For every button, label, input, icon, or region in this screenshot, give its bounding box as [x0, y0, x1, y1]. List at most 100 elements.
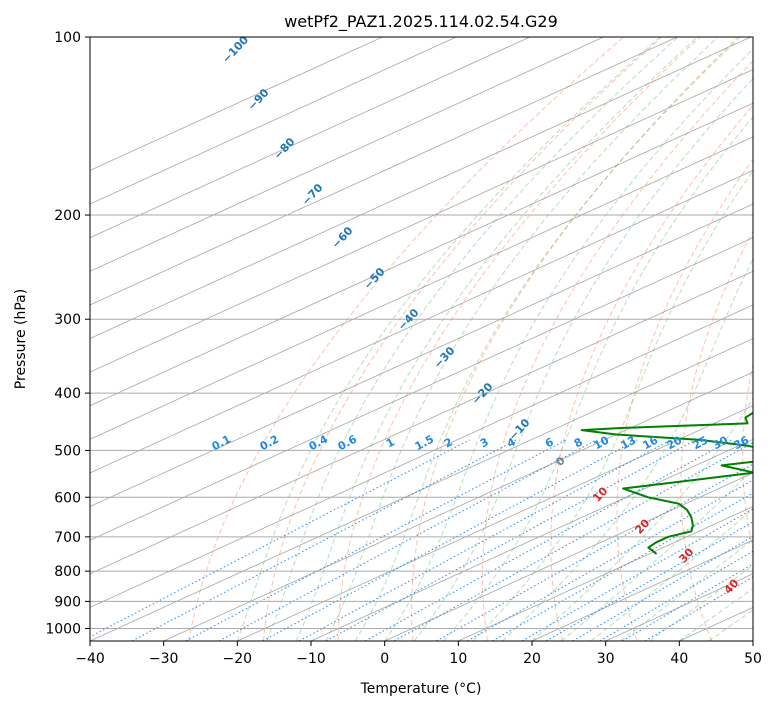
mixing-ratio-line	[599, 550, 753, 641]
inline-reference-labels: −100−90−80−70−60−50−40−30−20−10010203040…	[210, 33, 752, 596]
moist-adiabat	[443, 116, 753, 641]
isotherm	[90, 69, 753, 373]
isotherm	[90, 170, 753, 474]
dry-adiabat	[680, 230, 753, 641]
mixing-ratio-label: 25	[691, 434, 711, 453]
isotherm	[90, 37, 678, 306]
x-tick-label: 0	[380, 651, 389, 667]
mixing-ratio-label: 16	[641, 433, 661, 452]
isotherm-label-warm: 20	[632, 516, 652, 536]
chart-title: wetPf2_PAZ1.2025.114.02.54.G29	[284, 12, 558, 32]
isotherm	[310, 438, 753, 641]
dry-adiabat	[263, 37, 663, 641]
x-tick-label: −40	[75, 651, 105, 667]
y-tick-label: 500	[54, 443, 81, 459]
mixing-ratio-line	[467, 479, 753, 641]
mixing-ratio-line	[521, 508, 753, 641]
mixing-ratio-label: 36	[732, 433, 752, 452]
y-tick-label: 900	[54, 594, 81, 610]
isotherm	[679, 606, 753, 641]
moist-adiabat	[472, 170, 753, 641]
y-axis-ticks: 100 200 300 400 500 600 700 800 900 1000	[45, 30, 90, 637]
mixing-ratio-line	[546, 521, 753, 641]
mixing-ratio-line	[572, 535, 753, 641]
mixing-ratio-line	[131, 439, 517, 641]
moist-adiabat	[236, 37, 661, 641]
mixing-ratio-line	[644, 576, 753, 641]
mixing-ratio-label: 2	[442, 435, 455, 450]
dry-adiabat	[616, 158, 753, 641]
moist-adiabat	[413, 77, 753, 641]
x-axis-ticks: −40 −30 −20 −10 0 10 20 30 40 50	[75, 641, 762, 667]
isotherm	[90, 270, 753, 575]
y-tick-label: 400	[54, 386, 81, 402]
isotherm	[90, 37, 383, 171]
isotherm-label: −70	[299, 181, 325, 208]
isotherm	[458, 506, 753, 641]
isotherm	[90, 136, 753, 440]
mixing-ratio-label: 3	[478, 435, 491, 450]
x-tick-label: −30	[149, 651, 179, 667]
x-tick-label: −10	[296, 651, 326, 667]
y-tick-label: 1000	[45, 621, 81, 637]
y-tick-label: 300	[54, 312, 81, 328]
isotherm	[163, 371, 753, 641]
isotherm	[384, 472, 753, 641]
x-tick-label: 20	[523, 651, 541, 667]
isotherm	[90, 102, 753, 407]
reference-lines	[90, 37, 753, 641]
mixing-ratio-label: 8	[572, 435, 585, 450]
moist-adiabat	[384, 48, 753, 641]
dry-adiabat	[188, 37, 624, 641]
mixing-ratio-line	[218, 439, 597, 641]
isotherm	[90, 203, 753, 507]
temperature-trace	[771, 37, 775, 554]
mixing-ratio-line	[393, 442, 753, 641]
isotherm-label-warm: 30	[676, 545, 696, 565]
x-tick-label: 50	[744, 651, 762, 667]
x-tick-label: 30	[597, 651, 615, 667]
mixing-ratio-label: 30	[711, 433, 731, 452]
mixing-ratio-line	[298, 439, 672, 641]
y-tick-label: 800	[54, 564, 81, 580]
isotherm-label: −60	[329, 224, 355, 251]
moist-adiabat	[354, 37, 741, 641]
isotherm-label: −90	[245, 86, 271, 113]
isotherm-label: −100	[220, 33, 252, 66]
isotherm	[90, 37, 530, 239]
moist-adiabat	[531, 397, 753, 641]
y-tick-label: 200	[54, 208, 81, 224]
mixing-ratio-label: 1	[384, 435, 397, 450]
dry-adiabat	[482, 60, 753, 641]
mixing-ratio-label: 13	[619, 434, 639, 453]
isotherm	[237, 405, 753, 641]
moist-adiabat	[649, 564, 753, 641]
isotherm	[90, 37, 751, 339]
sounding-traces	[580, 37, 775, 555]
moist-adiabat	[708, 609, 753, 641]
moist-adiabat	[561, 468, 753, 641]
dry-adiabat	[550, 104, 753, 641]
isobar-gridlines	[90, 36, 753, 629]
mixing-ratio-label: 20	[665, 433, 685, 452]
isotherm-label: −80	[271, 135, 297, 162]
moist-adiabat	[295, 37, 698, 641]
mixing-ratio-line	[365, 439, 732, 641]
moist-adiabat	[325, 37, 719, 641]
y-axis-label: Pressure (hPa)	[13, 289, 29, 389]
mixing-ratio-label: 6	[543, 435, 556, 450]
isotherm-label: −50	[361, 265, 387, 292]
y-tick-label: 700	[54, 530, 81, 546]
y-tick-label: 100	[54, 30, 81, 46]
dry-adiabat	[337, 37, 701, 641]
moist-adiabat	[679, 587, 753, 641]
x-axis-label: Temperature (°C)	[360, 681, 482, 697]
x-tick-label: 10	[449, 651, 467, 667]
isotherm	[752, 640, 753, 641]
mixing-ratio-label: 10	[592, 433, 612, 452]
moist-adiabat	[590, 508, 753, 641]
dry-adiabat	[742, 362, 753, 551]
isotherm	[90, 37, 604, 272]
y-tick-label: 600	[54, 490, 81, 506]
